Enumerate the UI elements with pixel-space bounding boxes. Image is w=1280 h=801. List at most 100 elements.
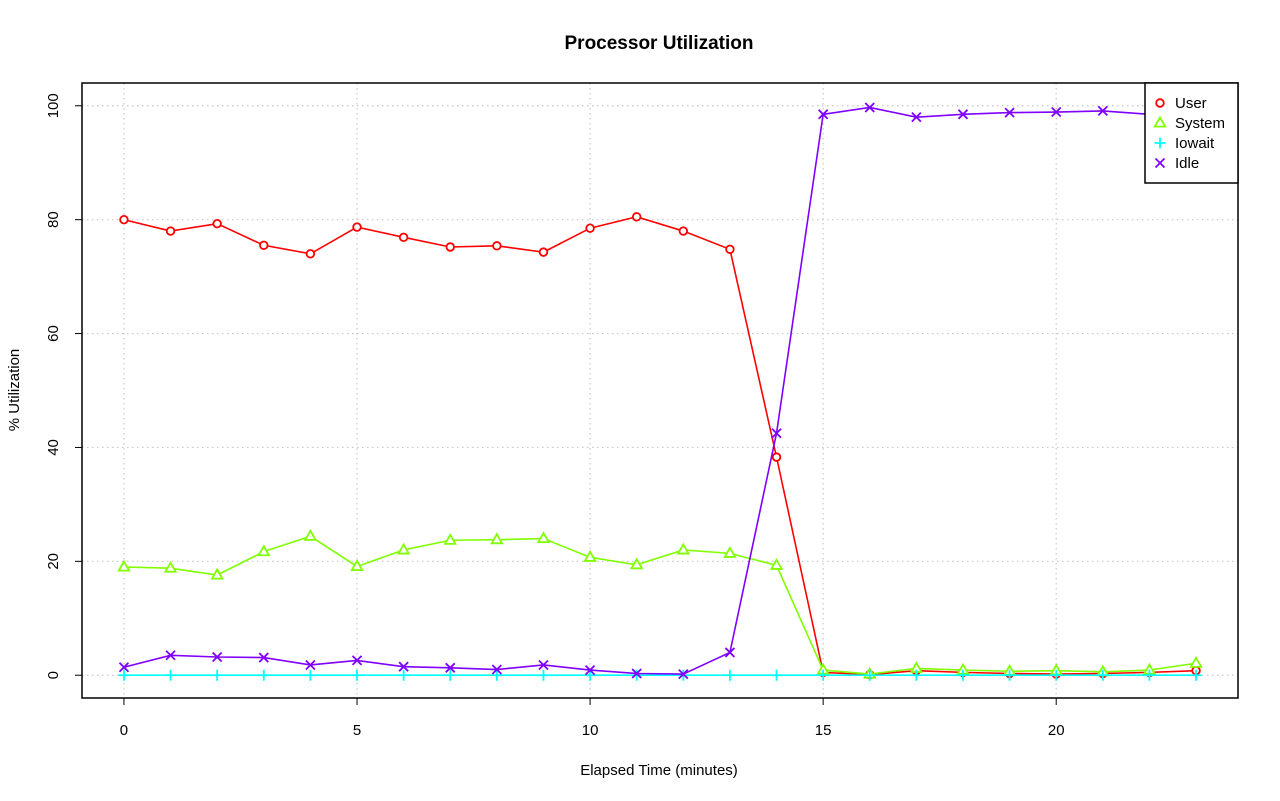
point-idle (911, 112, 922, 123)
point-idle (678, 668, 689, 680)
point-idle (538, 659, 549, 671)
point-idle (351, 655, 363, 666)
point-iowait (1097, 669, 1109, 681)
point-idle (165, 650, 176, 661)
legend-label-idle: Idle (1175, 155, 1199, 172)
point-idle (771, 428, 782, 439)
point-iowait (537, 669, 549, 681)
point-iowait (1190, 669, 1202, 681)
legend-entry-user: User (1155, 95, 1207, 112)
legend-entry-iowait: Iowait (1154, 135, 1215, 152)
point-iowait (817, 669, 829, 681)
point-iowait (957, 669, 969, 681)
y-tick-label: 40 (45, 439, 62, 456)
point-system (629, 557, 644, 570)
point-idle (864, 102, 875, 113)
point-iowait (398, 669, 410, 681)
point-user (165, 226, 176, 236)
point-iowait (118, 669, 130, 681)
point-iowait (258, 669, 270, 681)
point-user (398, 232, 409, 243)
point-user (445, 242, 455, 252)
legend-marker-system (1153, 115, 1167, 128)
point-iowait (165, 669, 177, 681)
series-idle (118, 102, 1202, 680)
point-user (771, 452, 782, 462)
grid (82, 83, 1238, 698)
y-tick-label: 0 (45, 671, 62, 679)
point-idle (957, 109, 969, 120)
x-tick-label: 10 (582, 722, 599, 739)
series-system (117, 528, 1203, 679)
x-axis-label: Elapsed Time (minutes) (580, 762, 738, 779)
axes: 0 5 10 15 20 0 20 40 60 80 100 (45, 93, 1065, 739)
point-iowait (211, 669, 223, 681)
point-iowait (1050, 669, 1062, 681)
point-user (305, 249, 316, 259)
point-system (396, 542, 411, 555)
plot-frame (81, 82, 1239, 699)
point-iowait (584, 669, 596, 681)
point-system (210, 567, 224, 580)
x-tick-label: 20 (1048, 722, 1065, 739)
point-system (163, 560, 178, 573)
point-idle (398, 661, 409, 672)
legend-label-system: System (1175, 115, 1225, 132)
legend-entry-idle: Idle (1154, 155, 1199, 172)
series-layer (117, 102, 1203, 681)
point-iowait (1004, 669, 1016, 681)
point-user (352, 222, 362, 232)
chart-title: Processor Utilization (565, 33, 754, 54)
point-user (725, 244, 735, 254)
legend: User System Iowait Idle (1144, 82, 1239, 184)
point-idle (258, 652, 269, 663)
point-user (585, 223, 595, 233)
y-tick-label: 20 (45, 553, 62, 570)
legend-marker-user (1155, 98, 1165, 108)
legend-marker-iowait (1154, 137, 1166, 149)
series-line-idle (123, 106, 1197, 675)
point-idle (1004, 107, 1015, 118)
point-user (631, 212, 642, 222)
x-tick-label: 5 (353, 722, 361, 739)
y-tick-label: 60 (45, 325, 62, 342)
series-user (119, 212, 1201, 680)
point-iowait (304, 669, 316, 681)
point-system (350, 559, 364, 571)
point-system (676, 542, 691, 555)
legend-marker-idle (1154, 157, 1166, 169)
point-iowait (910, 669, 922, 681)
point-system (490, 532, 504, 545)
point-idle (818, 109, 829, 120)
point-idle (724, 647, 736, 658)
point-iowait (491, 669, 503, 681)
point-iowait (1143, 669, 1155, 681)
point-system (536, 531, 551, 544)
y-tick-label: 100 (45, 93, 62, 118)
point-iowait (444, 669, 456, 681)
point-idle (305, 659, 316, 671)
point-system (723, 546, 737, 558)
point-idle (212, 651, 223, 663)
point-idle (631, 668, 642, 679)
y-axis-label: % Utilization (6, 349, 23, 432)
y-tick-label: 80 (45, 211, 62, 228)
point-system (117, 559, 131, 572)
point-idle (445, 662, 456, 673)
point-system (257, 544, 271, 557)
point-iowait (351, 669, 363, 681)
point-idle (1051, 106, 1062, 118)
point-iowait (631, 669, 643, 681)
point-iowait (864, 669, 876, 681)
legend-label-iowait: Iowait (1175, 135, 1215, 152)
point-user (212, 218, 222, 229)
point-idle (1097, 105, 1108, 117)
series-iowait (118, 669, 1202, 681)
point-user (119, 214, 129, 225)
point-system (443, 532, 457, 545)
legend-entry-system: System (1153, 115, 1225, 132)
x-tick-label: 0 (120, 722, 128, 739)
point-user (492, 241, 502, 251)
point-idle (584, 664, 596, 676)
